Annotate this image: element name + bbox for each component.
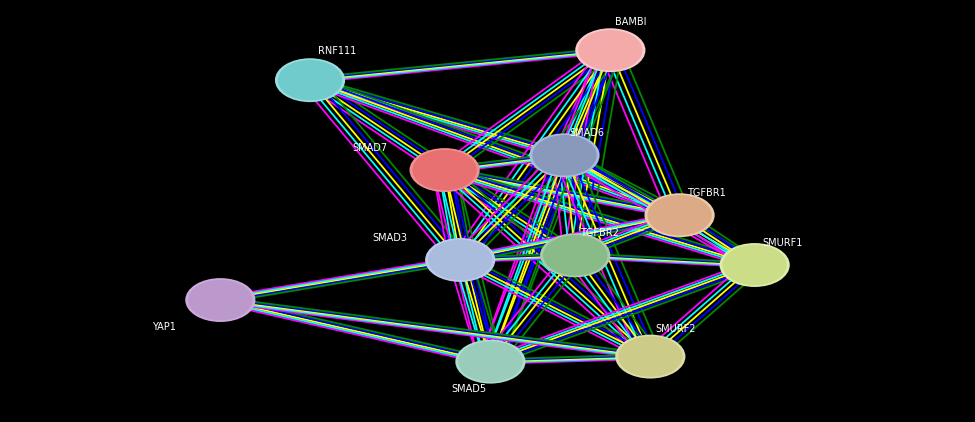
Text: BAMBI: BAMBI xyxy=(615,16,646,27)
Ellipse shape xyxy=(647,195,712,235)
Text: SMAD3: SMAD3 xyxy=(372,233,408,243)
Ellipse shape xyxy=(644,193,715,237)
Ellipse shape xyxy=(458,341,523,382)
Ellipse shape xyxy=(618,336,682,377)
Ellipse shape xyxy=(425,238,495,282)
Ellipse shape xyxy=(455,340,526,384)
Ellipse shape xyxy=(532,135,597,176)
Text: SMURF1: SMURF1 xyxy=(762,238,802,248)
Ellipse shape xyxy=(275,58,345,102)
Ellipse shape xyxy=(543,235,607,276)
Ellipse shape xyxy=(410,148,480,192)
Ellipse shape xyxy=(428,240,492,280)
Ellipse shape xyxy=(575,28,645,72)
Ellipse shape xyxy=(540,233,610,277)
Text: YAP1: YAP1 xyxy=(152,322,176,333)
Ellipse shape xyxy=(720,243,790,287)
Ellipse shape xyxy=(278,60,342,100)
Text: TGFBR1: TGFBR1 xyxy=(687,188,726,198)
Ellipse shape xyxy=(185,278,255,322)
Text: SMAD7: SMAD7 xyxy=(352,143,387,153)
Ellipse shape xyxy=(529,133,600,177)
Text: SMURF2: SMURF2 xyxy=(655,324,696,334)
Ellipse shape xyxy=(615,335,685,379)
Ellipse shape xyxy=(578,30,643,70)
Ellipse shape xyxy=(412,150,477,190)
Ellipse shape xyxy=(188,280,253,320)
Text: SMAD5: SMAD5 xyxy=(451,384,487,394)
Ellipse shape xyxy=(722,245,787,285)
Text: RNF111: RNF111 xyxy=(318,46,356,57)
Text: SMAD6: SMAD6 xyxy=(569,128,604,138)
Text: TGFBR2: TGFBR2 xyxy=(580,228,619,238)
